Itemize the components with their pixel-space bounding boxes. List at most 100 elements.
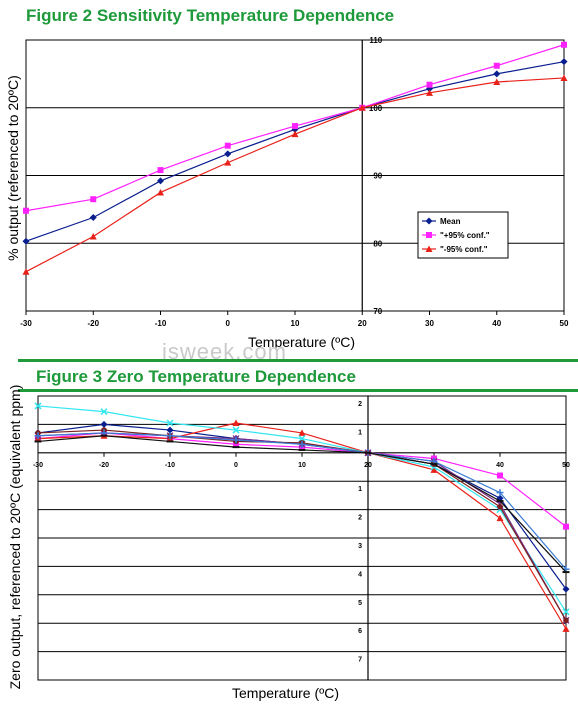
figure3-point	[430, 466, 438, 473]
figure2-x-tick-label: -10	[155, 319, 167, 328]
figure2-legend-marker-shape	[426, 232, 432, 238]
figure2-point	[493, 78, 501, 86]
figure2-point-shape	[292, 123, 298, 130]
figure3-y-tick-label: 2	[358, 401, 362, 408]
figure2-y-tick-label: 70	[373, 307, 382, 316]
figure2-legend-marker-shape	[425, 245, 433, 252]
figure2-y-axis-label: % output (referenced to 20ºC)	[5, 75, 21, 261]
figure3-point	[232, 436, 240, 444]
figure3-point-shape	[166, 426, 174, 434]
figure3-point	[233, 441, 239, 448]
figure2-title: Figure 2 Sensitivity Temperature Depende…	[26, 6, 395, 25]
figure2-point	[157, 167, 164, 174]
figure2-point	[224, 159, 232, 166]
figure2-point-shape	[90, 196, 97, 203]
figure3-point-shape	[232, 419, 240, 426]
section-divider	[18, 359, 578, 362]
figure2-point	[426, 89, 433, 96]
figure2-point	[560, 74, 568, 81]
figure2-legend-marker-shape	[425, 217, 433, 225]
figure3-point	[100, 408, 108, 416]
figure3-point	[298, 429, 306, 436]
figure2-point-shape	[89, 232, 97, 240]
figure3-point-shape	[563, 617, 569, 624]
figure3-point	[166, 432, 174, 440]
figure3-y-axis-label: Zero output, referenced to 20ºC (equival…	[7, 384, 23, 690]
figure2-point-shape	[157, 188, 164, 196]
figure3-point	[496, 514, 504, 522]
figure3-point	[497, 472, 503, 479]
figure3-x-tick-label: 0	[234, 462, 238, 469]
figure2-y-tick-label: 110	[369, 36, 382, 45]
figure2-x-tick-label: 30	[425, 319, 434, 328]
figure3-point-shape	[562, 608, 570, 616]
figure3-point	[100, 420, 108, 428]
figure3-y-tick-label: 6	[358, 628, 362, 635]
figure2-point-shape	[560, 58, 568, 66]
figure3-x-tick-label: 10	[298, 462, 306, 469]
figure3-point-shape	[430, 466, 438, 473]
figure3-point	[34, 432, 42, 440]
figure3-point	[232, 426, 240, 434]
figure2-x-tick-label: 40	[492, 319, 501, 328]
figure3-y-tick-label: 2	[358, 515, 362, 522]
figure3-x-tick-label: -10	[165, 462, 175, 469]
figure2-point	[224, 142, 231, 149]
figure2-legend-label: "+95% conf."	[440, 231, 490, 240]
figure3-point	[298, 440, 306, 448]
figure2-x-tick-label: 50	[560, 319, 569, 328]
figure2-point-shape	[224, 150, 232, 158]
figure3-y-tick-label: 4	[358, 571, 362, 578]
figure2-point	[22, 237, 30, 245]
figure3-point	[496, 489, 504, 497]
figure2-legend-marker	[425, 217, 433, 225]
figure2-point-shape	[224, 142, 231, 149]
figure2-legend-marker	[425, 245, 433, 252]
figure3-point	[563, 523, 569, 530]
figure3-point	[166, 419, 174, 427]
figure2-point-shape	[493, 62, 500, 69]
figure2-point-shape	[89, 214, 97, 222]
figure2-point-shape	[426, 81, 433, 88]
figure2-point	[292, 123, 298, 130]
figure2-point-shape	[291, 130, 299, 138]
figure2-point	[23, 207, 29, 214]
figure3-y-tick-label: 1	[358, 486, 362, 493]
figure3-point-shape	[233, 441, 239, 448]
figure2-y-tick-label: 80	[373, 239, 382, 248]
figure2-x-axis-label: Temperature (ºC)	[248, 334, 356, 350]
figure3-point-shape	[497, 503, 503, 510]
figure2-x-tick-label: -30	[20, 319, 32, 328]
figure2-point	[22, 268, 30, 275]
figure2-point	[90, 196, 97, 203]
figure2-point-shape	[157, 167, 164, 174]
figure2-y-tick-label: 100	[369, 104, 383, 113]
figure3-y-tick-label: 7	[358, 657, 362, 664]
figure3-x-axis-label: Temperature (ºC)	[232, 685, 340, 701]
figure3-point	[232, 419, 240, 426]
figure3-point	[34, 402, 42, 410]
figure3-point	[497, 503, 503, 510]
figure2-point	[561, 41, 567, 48]
figure2-x-tick-label: -20	[87, 319, 99, 328]
figure3-point-shape	[100, 408, 108, 416]
figure3-point-shape	[298, 429, 306, 436]
figure2-point-shape	[22, 268, 30, 275]
figure2-x-tick-label: 10	[291, 319, 300, 328]
figure2-legend-marker	[426, 232, 432, 238]
figure2-point-shape	[157, 177, 164, 185]
figure2-legend-label: Mean	[440, 217, 461, 226]
figure2-point	[89, 214, 97, 222]
figure2-point	[358, 104, 366, 111]
figure2-point	[157, 188, 164, 196]
figure2-point	[493, 62, 500, 69]
figure3-point	[563, 617, 569, 624]
figure3-point-shape	[34, 402, 42, 410]
figure2-point	[560, 58, 568, 66]
figure3-x-tick-label: -20	[99, 462, 109, 469]
figure3-x-tick-label: -30	[33, 462, 43, 469]
figure2-point-shape	[358, 104, 366, 111]
figure2-point	[426, 81, 433, 88]
figure3-point	[298, 435, 306, 443]
